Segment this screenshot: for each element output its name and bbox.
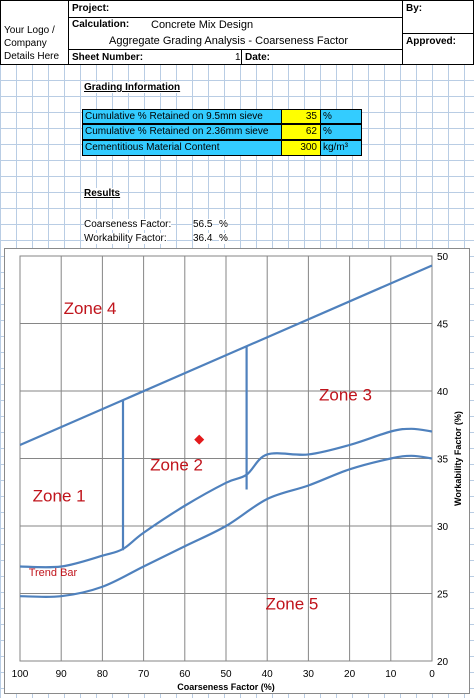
x-tick-label: 90 [56, 669, 68, 680]
coarseness-value: 56.5 [193, 219, 213, 230]
grading-value-cell-2[interactable]: 62 [281, 124, 321, 140]
header-main: Project: Calculation: Concrete Mix Desig… [68, 0, 403, 65]
grading-row-unit: kg/m³ [323, 142, 348, 153]
x-tick-label: 80 [97, 669, 109, 680]
zone-label: Zone 5 [265, 595, 318, 614]
grading-label-cell-1: Cumulative % Retained on 9.5mm sieve [82, 109, 282, 124]
grading-value-cell-3[interactable]: 300 [281, 140, 321, 156]
coarseness-unit: % [219, 219, 228, 230]
workability-label: Workability Factor: [84, 233, 167, 244]
calculation-value: Concrete Mix Design [151, 19, 254, 31]
y-tick-label: 20 [437, 657, 449, 668]
zone-label: Zone 4 [64, 299, 117, 318]
results-title: Results [84, 188, 121, 199]
zone-chart[interactable]: 100 90 80 70 60 50 40 30 20 10 0 20 25 30 35 40 45 50 Coar… [4, 248, 470, 694]
sheet-number-value: 1 [235, 52, 241, 63]
project-label: Project: [72, 3, 110, 14]
logo-line-2: Company [4, 38, 47, 49]
series-line-1 [19, 264, 433, 447]
grading-label-cell-2: Cumulative % Retained on 2.36mm sieve [82, 124, 282, 140]
logo-line-1: Your Logo / [4, 25, 55, 36]
grading-unit-cell-1: % [320, 109, 362, 124]
x-tick-label: 100 [12, 669, 29, 680]
grading-row-value: 62 [305, 126, 317, 137]
series-line-2 [19, 427, 433, 569]
y-tick-label: 40 [437, 387, 449, 398]
result-point-marker [194, 434, 205, 445]
grading-title: Grading Information [84, 82, 181, 93]
x-axis-title: Coarseness Factor (%) [177, 682, 275, 692]
logo-box: Your Logo / Company Details Here [0, 0, 69, 65]
y-tick-label: 50 [437, 252, 449, 263]
grading-unit-cell-2: % [320, 124, 362, 140]
series-line-3 [19, 454, 433, 598]
grading-row-label: Cementitious Material Content [85, 142, 220, 153]
y-tick-label: 30 [437, 522, 449, 533]
x-tick-label: 60 [179, 669, 191, 680]
calculation-label: Calculation: [72, 19, 130, 30]
date-label: Date: [245, 52, 271, 63]
grading-value-cell-1[interactable]: 35 [281, 109, 321, 124]
y-tick-label: 35 [437, 455, 449, 466]
x-tick-label: 40 [262, 669, 274, 680]
grading-row-value: 35 [305, 111, 317, 122]
y-axis-title: Workability Factor (%) [453, 411, 463, 506]
y-tick-label: 25 [437, 590, 449, 601]
workability-unit: % [219, 233, 228, 244]
workability-value: 36.4 [193, 233, 213, 244]
sheet-number-label: Sheet Number: [72, 52, 144, 63]
approved-label: Approved: [406, 36, 456, 47]
x-tick-label: 50 [220, 669, 232, 680]
x-tick-label: 70 [138, 669, 150, 680]
chart-svg: 100 90 80 70 60 50 40 30 20 10 020253035404550Coar… [12, 252, 463, 692]
y-tick-label: 45 [437, 320, 449, 331]
grading-unit-cell-3: kg/m³ [320, 140, 362, 156]
grading-row-unit: % [323, 126, 332, 137]
x-tick-label: 10 [385, 669, 397, 680]
x-tick-label: 0 [429, 669, 435, 680]
grading-label-cell-3: Cementitious Material Content [82, 140, 282, 156]
x-tick-label: 20 [344, 669, 356, 680]
x-tick-label: 30 [303, 669, 315, 680]
logo-line-3: Details Here [4, 51, 60, 62]
sheet-subtitle: Aggregate Grading Analysis - Coarseness … [109, 35, 349, 47]
by-label: By: [406, 3, 423, 14]
coarseness-label: Coarseness Factor: [84, 219, 172, 230]
grading-row-unit: % [323, 111, 332, 122]
zone-label: Zone 2 [150, 456, 203, 475]
grading-row-value: 300 [300, 142, 317, 153]
zone-label: Zone 1 [33, 487, 86, 506]
grading-row-label: Cumulative % Retained on 9.5mm sieve [85, 111, 263, 122]
grading-row-label: Cumulative % Retained on 2.36mm sieve [85, 126, 269, 137]
header-right: By: Approved: [402, 0, 474, 65]
zone-label: Zone 3 [319, 385, 372, 404]
trend-bar-label: Trend Bar [29, 567, 78, 579]
